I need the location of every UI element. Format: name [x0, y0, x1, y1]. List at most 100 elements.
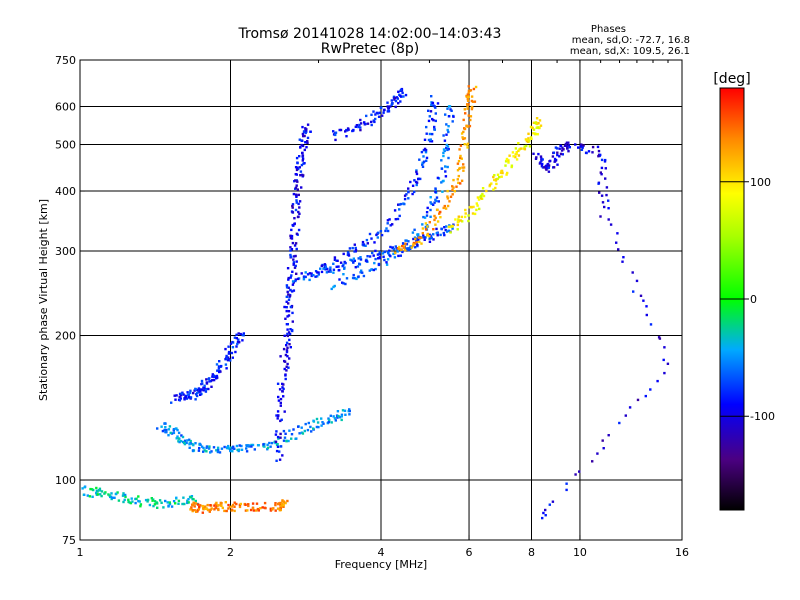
echo-point — [347, 254, 351, 257]
echo-point — [434, 216, 437, 220]
echo-point — [202, 508, 205, 511]
echo-point — [150, 497, 153, 500]
echo-point — [295, 247, 298, 251]
echo-point — [389, 245, 392, 249]
echo-point — [86, 494, 89, 497]
echo-point — [407, 187, 410, 190]
echo-point — [287, 439, 290, 443]
echo-point — [245, 444, 249, 447]
echo-point — [644, 394, 647, 398]
echo-point — [287, 298, 291, 302]
echo-point — [470, 99, 474, 103]
echo-point — [605, 186, 609, 189]
echo-point — [283, 367, 286, 371]
echo-point — [185, 395, 188, 398]
echo-point — [399, 254, 402, 257]
echo-point — [176, 435, 179, 438]
echo-point — [538, 162, 542, 165]
echo-point — [459, 219, 462, 222]
echo-point — [394, 105, 397, 109]
echo-point — [430, 237, 433, 240]
echo-point — [462, 130, 465, 134]
echo-point — [434, 187, 437, 190]
echo-point — [580, 148, 584, 151]
echo-point — [414, 237, 417, 241]
echo-point — [211, 375, 214, 378]
echo-point — [250, 445, 253, 448]
echo-point — [574, 473, 577, 476]
echo-point — [459, 154, 462, 158]
echo-point — [309, 130, 312, 133]
echo-point — [466, 146, 469, 149]
echo-point — [371, 251, 374, 255]
echo-point — [411, 192, 414, 196]
echo-point — [442, 134, 445, 137]
echo-point — [426, 232, 429, 236]
echo-point — [562, 148, 565, 151]
echo-point — [522, 147, 525, 150]
echo-point — [432, 233, 435, 236]
echo-point — [166, 501, 169, 504]
echo-point — [114, 492, 118, 496]
echo-point — [466, 93, 469, 96]
echo-point — [177, 437, 180, 440]
echo-point — [417, 233, 420, 236]
echo-point — [616, 232, 619, 235]
echo-point — [287, 286, 290, 289]
echo-point — [220, 364, 223, 368]
echo-point — [607, 199, 610, 202]
echo-point — [446, 204, 450, 208]
echo-point — [409, 180, 412, 184]
echo-point — [164, 426, 167, 429]
echo-point — [279, 401, 282, 405]
echo-point — [622, 256, 625, 259]
echo-point — [208, 510, 211, 513]
echo-point — [377, 115, 381, 118]
echo-point — [440, 167, 444, 170]
echo-point — [285, 369, 288, 372]
echo-point — [187, 501, 190, 504]
echo-point — [462, 169, 465, 172]
echo-point — [250, 443, 253, 447]
echo-point — [178, 392, 182, 396]
echo-point — [401, 250, 404, 254]
echo-point — [396, 217, 400, 221]
echo-point — [230, 351, 234, 355]
echo-point — [468, 124, 472, 128]
echo-point — [396, 97, 399, 100]
echo-point — [156, 506, 159, 509]
echo-point — [425, 125, 428, 129]
colorbar-tick-label: -100 — [750, 410, 775, 423]
echo-point — [188, 395, 191, 399]
echo-point — [332, 415, 335, 418]
echo-point — [467, 114, 470, 117]
echo-point — [436, 234, 439, 237]
echo-point — [329, 268, 332, 271]
x-tick-label: 10 — [573, 546, 587, 559]
echo-point — [197, 387, 201, 390]
echo-point — [428, 221, 431, 224]
echo-point — [282, 503, 285, 507]
echo-point — [500, 169, 503, 173]
echo-point — [261, 506, 264, 509]
echo-point — [295, 156, 299, 160]
echo-point — [421, 165, 425, 168]
echo-point — [303, 162, 306, 165]
echo-point — [403, 194, 407, 197]
echo-point — [429, 110, 433, 113]
echo-point — [463, 215, 467, 219]
echo-point — [444, 113, 447, 116]
echo-point — [443, 149, 446, 153]
echo-point — [341, 409, 345, 412]
echo-point — [615, 241, 618, 244]
echo-point — [233, 501, 236, 504]
echo-point — [456, 162, 460, 165]
echo-point — [197, 503, 200, 506]
echo-point — [541, 162, 544, 166]
echo-point — [549, 159, 552, 163]
echo-point — [386, 258, 390, 261]
echo-point — [440, 159, 443, 162]
echo-point — [432, 119, 435, 122]
echo-point — [227, 444, 230, 448]
echo-point — [285, 284, 289, 287]
